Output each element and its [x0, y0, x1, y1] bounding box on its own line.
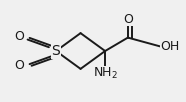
Text: NH$_2$: NH$_2$: [93, 66, 118, 81]
Text: OH: OH: [161, 40, 180, 53]
Text: S: S: [52, 44, 60, 58]
Text: O: O: [123, 13, 133, 26]
Text: O: O: [15, 30, 25, 43]
Text: O: O: [15, 59, 25, 72]
